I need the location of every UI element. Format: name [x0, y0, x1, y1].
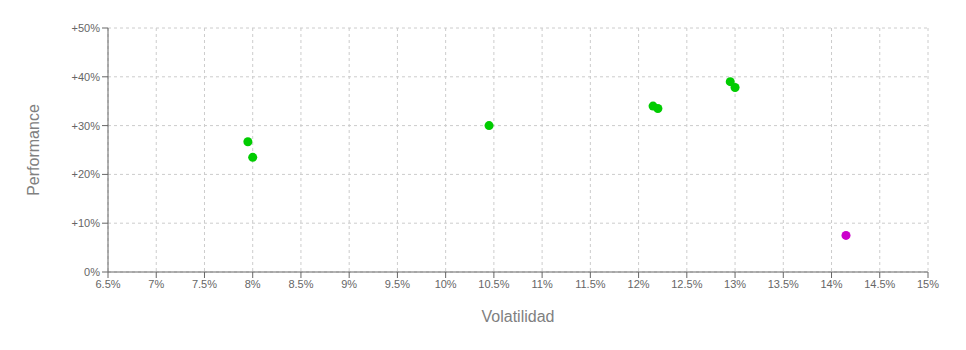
svg-text:7.5%: 7.5%: [192, 278, 217, 290]
svg-text:11.5%: 11.5%: [575, 278, 606, 290]
svg-text:9.5%: 9.5%: [385, 278, 410, 290]
svg-text:11%: 11%: [532, 278, 553, 290]
svg-text:+50%: +50%: [72, 22, 101, 34]
svg-text:Volatilidad: Volatilidad: [482, 308, 555, 325]
svg-text:15%: 15%: [917, 278, 939, 290]
svg-text:+20%: +20%: [72, 168, 101, 180]
svg-text:14.5%: 14.5%: [864, 278, 895, 290]
svg-text:+30%: +30%: [72, 120, 101, 132]
svg-text:8%: 8%: [245, 278, 261, 290]
svg-text:12.5%: 12.5%: [671, 278, 702, 290]
svg-text:13.5%: 13.5%: [768, 278, 799, 290]
svg-text:+40%: +40%: [72, 71, 101, 83]
svg-text:10%: 10%: [435, 278, 457, 290]
svg-text:14%: 14%: [821, 278, 843, 290]
svg-text:7%: 7%: [148, 278, 164, 290]
svg-text:9%: 9%: [341, 278, 357, 290]
svg-text:8.5%: 8.5%: [288, 278, 313, 290]
svg-text:12%: 12%: [628, 278, 650, 290]
svg-text:6.5%: 6.5%: [95, 278, 120, 290]
svg-text:0%: 0%: [84, 266, 100, 278]
svg-text:+10%: +10%: [72, 217, 101, 229]
svg-text:13%: 13%: [724, 278, 746, 290]
svg-text:Performance: Performance: [25, 104, 42, 196]
svg-text:10.5%: 10.5%: [478, 278, 509, 290]
